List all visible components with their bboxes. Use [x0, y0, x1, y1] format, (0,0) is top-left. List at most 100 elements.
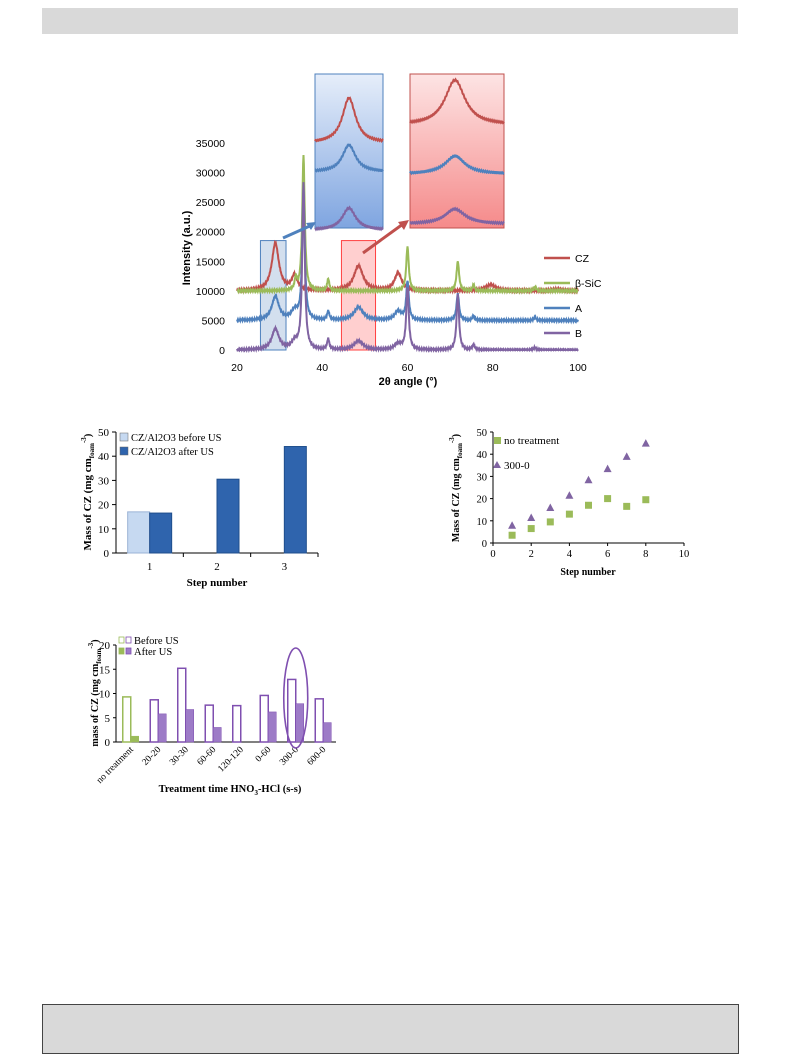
- inset-line-CZ: [409, 77, 505, 125]
- legend-label-1: β-SiC: [575, 278, 602, 290]
- inset-line-A: [409, 154, 505, 176]
- point-300-0: [508, 521, 517, 529]
- steps-ylabel: Mass of CZ (mg cmfoam-3): [80, 433, 96, 550]
- legend-label-0: Before US: [134, 636, 179, 647]
- x-tick-label: 600-0: [306, 745, 329, 768]
- highlight-region-1: [340, 240, 377, 351]
- y-tick-label: 50: [98, 427, 110, 439]
- x-tick-label: 3: [282, 561, 288, 573]
- point-300-0: [641, 439, 650, 447]
- point-no treatment: [604, 495, 612, 503]
- x-tick-label: 80: [487, 362, 499, 374]
- point-300-0: [603, 464, 612, 473]
- y-tick-label: 25000: [196, 197, 225, 209]
- inset-line-B: [409, 206, 505, 226]
- series-line-B: [236, 182, 579, 354]
- y-tick-label: 20: [477, 495, 488, 506]
- scat-xlabel: Step number: [560, 567, 616, 578]
- y-tick-label: 30: [98, 475, 110, 487]
- y-tick-label: 5: [105, 713, 111, 725]
- bar-before-us: [149, 699, 159, 743]
- xrd-ylabel: Intensity (a.u.): [181, 210, 193, 285]
- legend-swatch-green-0: [118, 636, 125, 644]
- y-tick-label: 0: [105, 737, 111, 749]
- blue-arrow-head: [306, 222, 316, 230]
- bar-CZ/Al2O3 after US: [283, 446, 307, 554]
- footer-band: [42, 1004, 739, 1054]
- legend-label-0: no treatment: [504, 435, 559, 447]
- y-tick-label: 40: [477, 450, 488, 461]
- x-tick-label: 60: [402, 362, 414, 374]
- point-300-0: [565, 491, 574, 499]
- legend-swatch-purple-1: [125, 647, 132, 655]
- legend-swatch-0: [494, 437, 501, 444]
- y-tick-label: 30: [477, 472, 488, 483]
- y-tick-label: 10000: [196, 286, 225, 298]
- x-tick-label: 100: [569, 362, 587, 374]
- treatment-bar-chart: 0 5 10 15 20 no treatment 20-20 30-30 60-60120-…: [87, 636, 336, 797]
- inset-line-A: [314, 143, 384, 173]
- y-tick-label: 10: [98, 524, 110, 536]
- red-arrow: [362, 222, 404, 255]
- bar-before-us: [122, 696, 132, 743]
- treat-ylabel: mass of CZ (mg cmfoam-3): [87, 639, 103, 746]
- y-tick-label: 20000: [196, 227, 225, 239]
- bar-CZ/Al2O3 after US: [149, 512, 173, 554]
- bar-after-us: [268, 711, 277, 743]
- y-tick-label: 0: [104, 548, 110, 560]
- legend-swatch-purple-0: [125, 636, 132, 644]
- x-tick-label: no treatment: [95, 745, 136, 786]
- y-tick-label: 30000: [196, 168, 225, 180]
- blue-arrow: [282, 223, 313, 240]
- point-no treatment: [527, 525, 535, 533]
- y-tick-label: 20: [98, 500, 110, 512]
- y-tick-label: 20: [99, 640, 111, 652]
- x-tick-label: 30-30: [168, 745, 191, 768]
- scat-ylabel: Mass of CZ (mg cmfoam-3): [448, 434, 464, 542]
- legend-swatch-1: [493, 461, 501, 468]
- header-band: [42, 8, 738, 34]
- y-tick-label: 5000: [202, 315, 226, 327]
- point-no treatment: [585, 501, 592, 509]
- y-tick-label: 15000: [196, 256, 225, 268]
- bar-CZ/Al2O3 before US: [127, 511, 151, 554]
- y-tick-label: 0: [482, 539, 487, 550]
- y-tick-label: 50: [477, 428, 488, 439]
- step-bar-chart: 0 10 20 30 40 50 1 2 3 CZ/Al2O3 before US CZ/Al2…: [80, 427, 319, 589]
- x-tick-label: 2: [214, 561, 220, 573]
- x-tick-label: 1: [147, 561, 153, 573]
- legend-label-1: 300-0: [504, 460, 530, 472]
- bar-after-us: [130, 735, 139, 743]
- x-tick-label: 0-60: [254, 745, 274, 765]
- legend-swatch-1: [119, 446, 129, 456]
- x-tick-label: 60-60: [196, 745, 219, 768]
- legend-swatch-green-1: [118, 647, 125, 655]
- bar-after-us: [213, 727, 222, 743]
- y-tick-label: 10: [99, 689, 111, 701]
- bar-after-us: [323, 722, 332, 743]
- bar-before-us: [259, 694, 269, 743]
- inset-box-1: [409, 73, 505, 229]
- legend-label-1: After US: [134, 647, 172, 658]
- bar-CZ/Al2O3 after US: [216, 478, 240, 554]
- step-scatter-chart: 0 10 20 30 40 50 0 2 4 6 8 10 no treatment 300-0 Ste…: [448, 428, 689, 578]
- bar-before-us: [287, 678, 297, 743]
- point-no treatment: [642, 496, 650, 504]
- legend-label-3: B: [575, 328, 582, 340]
- bar-after-us: [185, 709, 194, 743]
- x-tick-label: 4: [567, 549, 573, 560]
- point-300-0: [527, 513, 536, 521]
- x-tick-label: 6: [605, 549, 610, 560]
- point-no treatment: [508, 531, 516, 539]
- xrd-xlabel: 2θ angle (°): [379, 376, 438, 388]
- legend-label-2: A: [575, 303, 582, 315]
- bar-after-us: [295, 703, 304, 743]
- series-line-A: [236, 188, 579, 325]
- legend-label-0: CZ/Al2O3 before US: [131, 433, 222, 444]
- treat-xlabel: Treatment time HNO3-HCl (s-s): [159, 784, 302, 797]
- x-tick-label: 40: [316, 362, 328, 374]
- y-tick-label: 40: [98, 451, 110, 463]
- point-300-0: [584, 475, 593, 484]
- highlight-ellipse: [282, 647, 309, 749]
- x-tick-label: 2: [529, 549, 534, 560]
